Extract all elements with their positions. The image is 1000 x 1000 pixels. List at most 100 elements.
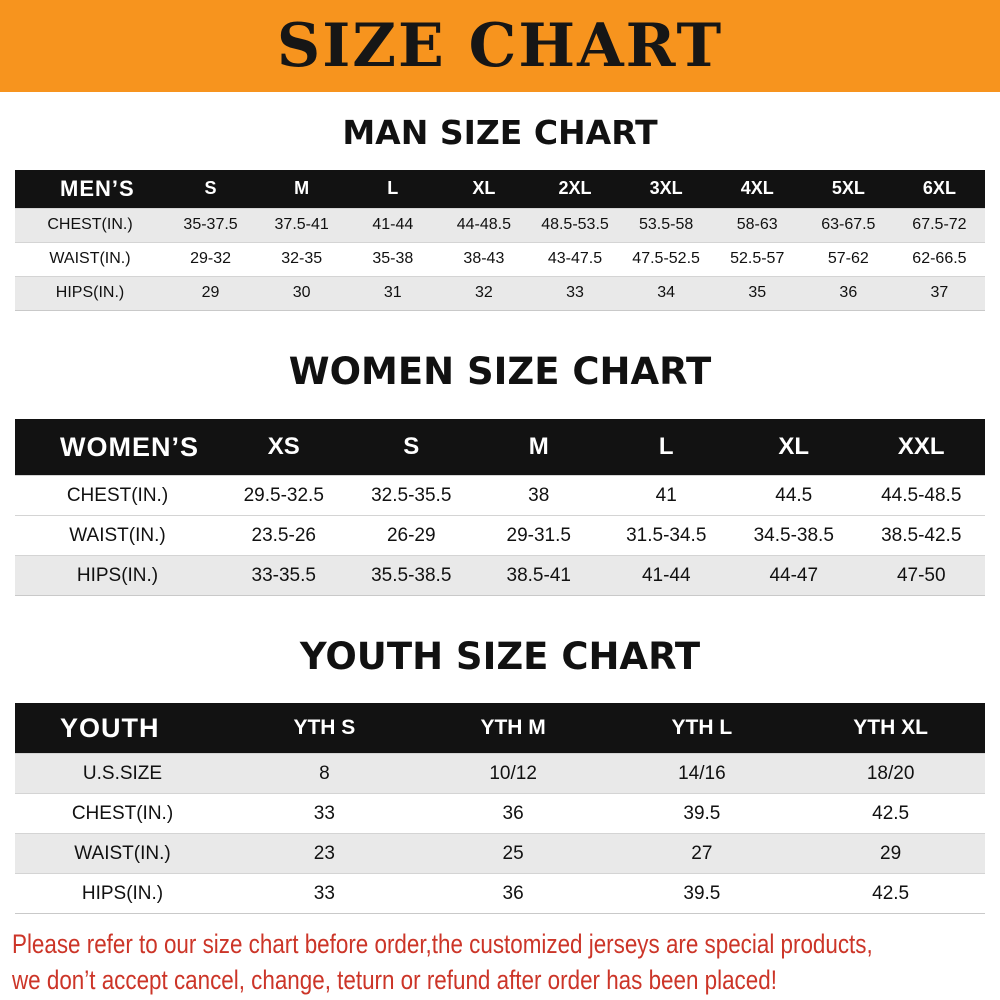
cell-value: 47-50 xyxy=(896,564,946,586)
cell-value: 33-35.5 xyxy=(251,564,316,586)
cell-value: 33 xyxy=(313,802,335,824)
table-row: CHEST(IN.) 33 36 39.5 42.5 xyxy=(15,793,985,833)
cell-value: 29-32 xyxy=(190,250,232,268)
table-row: WAIST(IN.) 23 25 27 29 xyxy=(15,833,985,874)
cell-value: 38.5-41 xyxy=(506,564,571,586)
column-header: M xyxy=(528,433,549,461)
cell-value: 32.5-35.5 xyxy=(371,484,452,506)
row-label: HIPS(IN.) xyxy=(55,284,125,302)
cell-value: 38 xyxy=(528,484,550,506)
row-label: CHEST(IN.) xyxy=(47,216,133,234)
cell-value: 34 xyxy=(657,284,675,302)
cell-value: 42.5 xyxy=(872,802,910,824)
cell-value: 26-29 xyxy=(386,524,436,546)
cell-value: 29-31.5 xyxy=(506,524,571,546)
row-label: HIPS(IN.) xyxy=(81,882,164,904)
cell-value: 43-47.5 xyxy=(547,250,603,268)
cell-value: 36 xyxy=(502,802,524,824)
column-header: YTH L xyxy=(671,716,733,740)
column-header: 5XL xyxy=(831,178,865,199)
section-heading: MAN SIZE CHART xyxy=(342,113,658,152)
cell-value: 44-48.5 xyxy=(456,216,512,234)
column-header: XL xyxy=(778,433,810,461)
column-header: YTH M xyxy=(480,716,546,740)
cell-value: 47.5-52.5 xyxy=(632,250,700,268)
banner-title: SIZE CHART xyxy=(276,11,724,81)
row-label: WAIST(IN.) xyxy=(74,842,171,864)
cell-value: 62-66.5 xyxy=(912,250,967,268)
footer-note-line-2: we don’t accept cancel, change, teturn o… xyxy=(12,965,777,996)
table-header-label: MEN’S xyxy=(60,175,135,201)
section-heading: YOUTH SIZE CHART xyxy=(299,635,701,679)
cell-value: 36 xyxy=(839,284,858,302)
cell-value: 34.5-38.5 xyxy=(753,524,834,546)
section-youth-size-chart: YOUTH SIZE CHART YOUTH YTH S YTH M YTH L YTH … xyxy=(0,635,1000,915)
cell-value: 23.5-26 xyxy=(251,524,316,546)
table-row: CHEST(IN.) 35-37.5 37.5-41 41-44 44-48.5 48.5… xyxy=(15,207,985,242)
cell-value: 29 xyxy=(880,842,902,864)
cell-value: 57-62 xyxy=(827,250,869,268)
row-label: U.S.SIZE xyxy=(82,762,163,784)
table-header-label: YOUTH xyxy=(60,712,160,743)
cell-value: 30 xyxy=(292,284,311,302)
cell-value: 35 xyxy=(748,284,767,302)
cell-value: 52.5-57 xyxy=(730,250,785,268)
footer-note: Please refer to our size chart before or… xyxy=(12,926,988,999)
column-header: 3XL xyxy=(649,178,683,199)
column-header: S xyxy=(403,433,420,461)
table-row: HIPS(IN.) 33 36 39.5 42.5 xyxy=(15,873,985,913)
cell-value: 14/16 xyxy=(678,762,726,784)
cell-value: 48.5-53.5 xyxy=(541,216,609,234)
column-header: L xyxy=(658,433,674,461)
cell-value: 63-67.5 xyxy=(821,216,876,234)
row-label: HIPS(IN.) xyxy=(76,564,159,586)
column-header: M xyxy=(294,178,310,199)
size-table: MEN’S S M L XL 2XL 3XL 4XL 5XL 6XL CHEST(IN.) 35-37… xyxy=(15,169,985,311)
cell-value: 18/20 xyxy=(866,762,915,784)
section-women-size-chart: WOMEN SIZE CHART WOMEN’S XS S M L XL XXL CHEST(I… xyxy=(0,350,1000,597)
cell-value: 23 xyxy=(313,842,335,864)
cell-value: 44.5 xyxy=(775,484,813,506)
cell-value: 39.5 xyxy=(683,802,721,824)
size-table: YOUTH YTH S YTH M YTH L YTH XL U.S.SIZE 8 10/12… xyxy=(15,703,985,915)
cell-value: 36 xyxy=(502,882,524,904)
cell-value: 37.5-41 xyxy=(274,216,329,234)
cell-value: 38-43 xyxy=(463,250,505,268)
table-header-row: MEN’S S M L XL 2XL 3XL 4XL 5XL 6XL xyxy=(15,169,985,208)
cell-value: 58-63 xyxy=(736,216,778,234)
cell-value: 29 xyxy=(201,284,220,302)
table-row: HIPS(IN.) 33-35.5 35.5-38.5 38.5-41 41-44 44-… xyxy=(15,555,985,596)
table-header-label: WOMEN’S xyxy=(60,431,199,462)
cell-value: 29.5-32.5 xyxy=(243,484,324,506)
cell-value: 35-38 xyxy=(372,250,414,268)
table-row: HIPS(IN.) 29 30 31 32 33 34 35 36 37 xyxy=(15,275,985,310)
table-header-row: WOMEN’S XS S M L XL XXL xyxy=(15,419,985,476)
cell-value: 41 xyxy=(655,484,677,506)
cell-value: 37 xyxy=(930,284,949,302)
cell-value: 44-47 xyxy=(769,564,819,586)
cell-value: 41-44 xyxy=(372,216,414,234)
cell-value: 44.5-48.5 xyxy=(881,484,962,506)
cell-value: 41-44 xyxy=(641,564,691,586)
cell-value: 32 xyxy=(474,284,493,302)
column-header: YTH XL xyxy=(853,716,928,740)
cell-value: 35-37.5 xyxy=(183,216,238,234)
cell-value: 27 xyxy=(691,842,713,864)
cell-value: 35.5-38.5 xyxy=(371,564,452,586)
cell-value: 67.5-72 xyxy=(912,216,967,234)
row-label: CHEST(IN.) xyxy=(66,484,169,506)
cell-value: 33 xyxy=(566,284,584,302)
cell-value: 53.5-58 xyxy=(638,216,694,234)
row-label: CHEST(IN.) xyxy=(71,802,174,824)
cell-value: 10/12 xyxy=(489,762,537,784)
cell-value: 32-35 xyxy=(281,250,323,268)
size-table: WOMEN’S XS S M L XL XXL CHEST(IN.) 29.5-32.5 32.5… xyxy=(15,419,985,597)
banner: SIZE CHART xyxy=(0,0,1000,92)
column-header: 6XL xyxy=(922,178,956,199)
table-row: U.S.SIZE 8 10/12 14/16 18/20 xyxy=(15,753,985,794)
column-header: YTH S xyxy=(293,716,356,740)
cell-value: 42.5 xyxy=(872,882,910,904)
cell-value: 33 xyxy=(313,882,335,904)
section-man-size-chart: MAN SIZE CHART MEN’S S M L XL 2XL 3XL 4XL 5XL 6XL C… xyxy=(0,114,1000,311)
